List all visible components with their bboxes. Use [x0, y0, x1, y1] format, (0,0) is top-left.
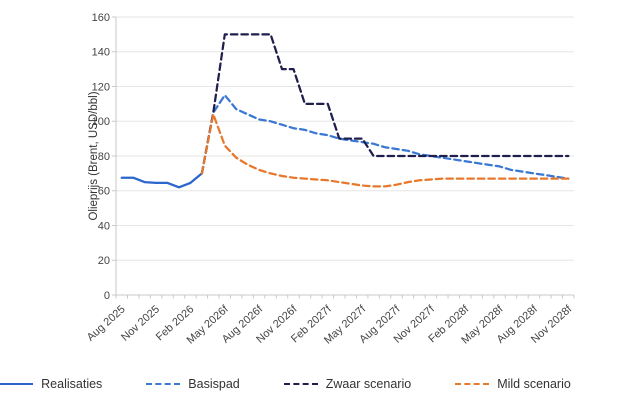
y-axis-tick-label: 80 [98, 151, 110, 163]
legend-label: Basispad [188, 377, 240, 391]
series-line-zwaar-scenario [200, 33, 570, 175]
legend-item-zwaar-scenario: Zwaar scenario [283, 377, 412, 391]
series-line-basispad [200, 94, 570, 180]
y-axis-title: Olieprijs (Brent, USD/bbl) [88, 91, 100, 220]
gridlines [116, 16, 574, 261]
legend-label: Zwaar scenario [325, 377, 412, 391]
legend-swatch-dashed [455, 383, 490, 385]
y-axis-tick-label: 100 [92, 116, 110, 128]
legend-swatch-dashed [146, 383, 181, 385]
legend-label: Realisaties [41, 377, 103, 391]
legend-item-mild-scenario: Mild scenario [455, 377, 571, 391]
axes [112, 16, 575, 299]
legend-item-basispad: Basispad [146, 377, 240, 391]
series-line-realisaties [120, 172, 204, 189]
y-axis-tick-label: 140 [92, 47, 110, 59]
y-axis-tick-label: 20 [98, 255, 110, 267]
y-axis-tick-label: 60 [98, 186, 110, 198]
y-axis-tick-label: 120 [92, 81, 110, 93]
legend-item-realisaties: Realisaties [0, 377, 102, 391]
legend-label: Mild scenario [497, 377, 571, 391]
y-axis-tick-label: 160 [92, 12, 110, 24]
series-line-mild-scenario [200, 113, 570, 188]
legend: Realisaties Basispad Zwaar scenario Mild sc… [0, 377, 598, 391]
y-axis-tick-label: 0 [104, 290, 110, 302]
legend-swatch-solid [0, 383, 34, 385]
legend-swatch-dashed [283, 383, 318, 385]
y-axis-tick-label: 40 [98, 220, 110, 232]
data-series [120, 33, 570, 189]
